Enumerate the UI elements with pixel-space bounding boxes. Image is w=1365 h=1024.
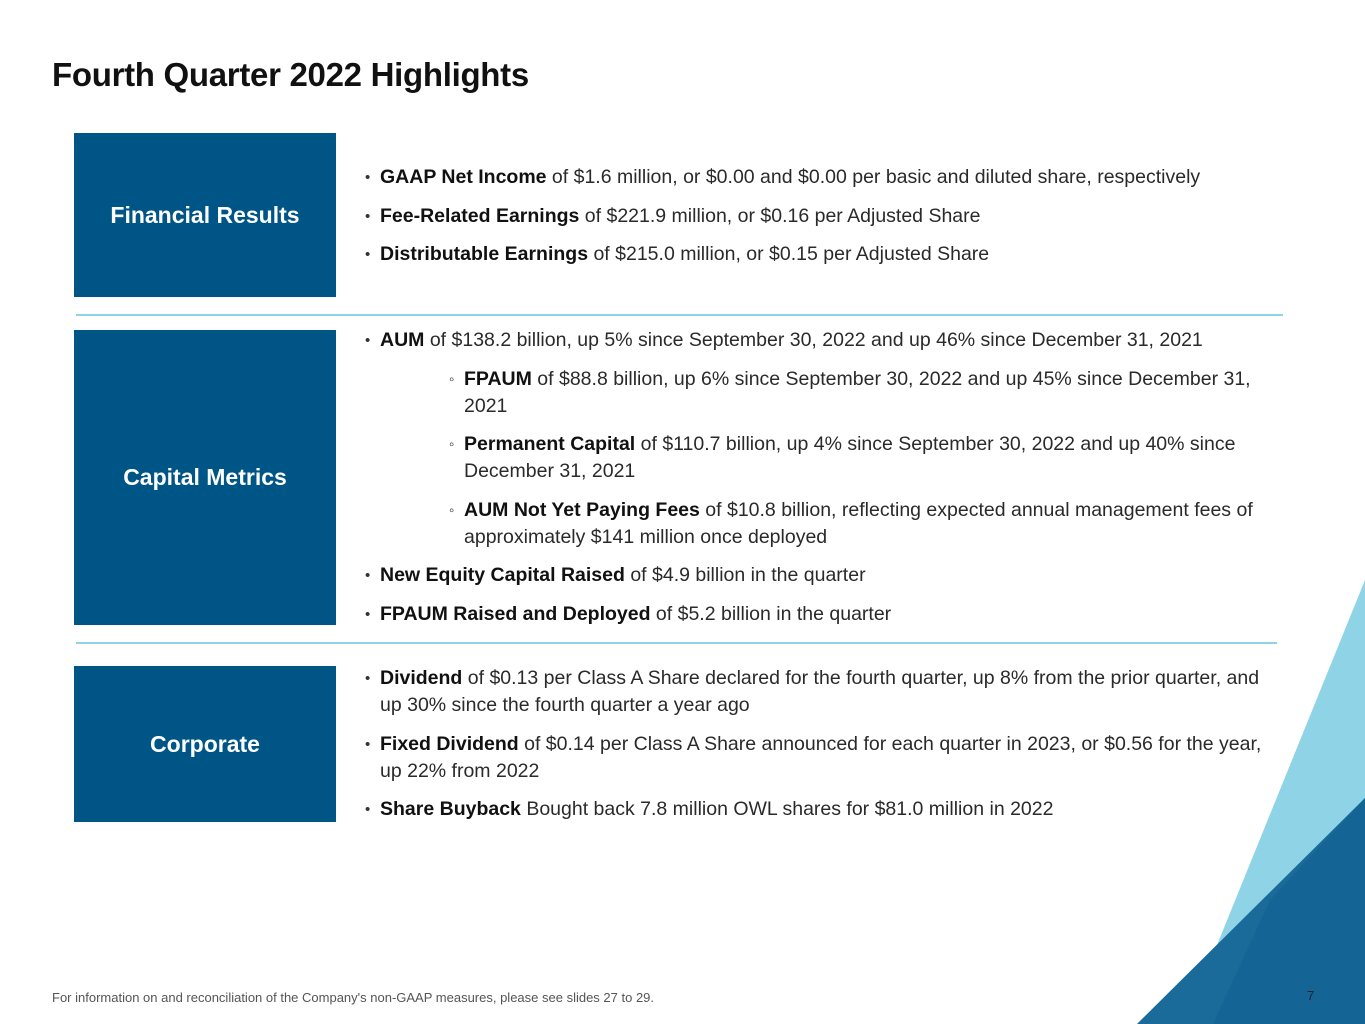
bullet-aum: AUM of $138.2 billion, up 5% since Septe… <box>365 327 1275 354</box>
section-label-text: Capital Metrics <box>123 464 287 490</box>
sub-bullet-aum-not-yet-paying-fees: AUM Not Yet Paying Fees of $10.8 billion… <box>449 497 1275 551</box>
bullet-text: of $1.6 million, or $0.00 and $0.00 per … <box>546 166 1201 188</box>
section-divider <box>76 642 1277 644</box>
bullet-fpaum-raised-deployed: FPAUM Raised and Deployed of $5.2 billio… <box>365 601 1275 628</box>
bullet-term: Dividend <box>380 667 463 689</box>
bullet-term: AUM Not Yet Paying Fees <box>464 498 700 521</box>
section-label-text: Financial Results <box>110 201 300 228</box>
bullet-new-equity-capital-raised: New Equity Capital Raised of $4.9 billio… <box>365 562 1275 589</box>
section-divider <box>76 314 1283 316</box>
section-label-text: Corporate <box>150 730 260 757</box>
bullet-distributable-earnings: Distributable Earnings of $215.0 million… <box>365 241 1275 268</box>
bullet-text: of $138.2 billion, up 5% since September… <box>424 329 1203 351</box>
sub-bullet-permanent-capital: Permanent Capital of $110.7 billion, up … <box>449 431 1275 485</box>
bullet-text: of $110.7 billion, up 4% since September… <box>464 433 1236 482</box>
bullet-text: of $5.2 billion in the quarter <box>650 602 892 625</box>
sub-bullet-fpaum: FPAUM of $88.8 billion, up 6% since Sept… <box>449 366 1275 420</box>
bullet-gaap-net-income: GAAP Net Income of $1.6 million, or $0.0… <box>365 164 1275 191</box>
bullet-text: Bought back 7.8 million OWL shares for $… <box>520 798 1054 820</box>
bullet-term: FPAUM <box>464 367 532 390</box>
bullet-term: Share Buyback <box>380 798 521 820</box>
capital-metrics-list: AUM of $138.2 billion, up 5% since Septe… <box>365 327 1275 639</box>
financial-results-list: GAAP Net Income of $1.6 million, or $0.0… <box>365 164 1275 280</box>
bullet-text: of $0.13 per Class A Share declared for … <box>380 667 1260 716</box>
bullet-term: FPAUM Raised and Deployed <box>380 602 651 625</box>
bullet-term: Fee-Related Earnings <box>380 204 580 227</box>
bullet-text: of $88.8 billion, up 6% since September … <box>464 367 1251 417</box>
footnote: For information on and reconciliation of… <box>52 990 655 1005</box>
bullet-term: New Equity Capital Raised <box>380 564 625 586</box>
bullet-term: Permanent Capital <box>464 433 636 455</box>
bullet-fee-related-earnings: Fee-Related Earnings of $221.9 million, … <box>365 203 1275 230</box>
section-label-corporate: Corporate <box>74 666 336 822</box>
section-label-financial-results: Financial Results <box>74 133 336 297</box>
bullet-term: Distributable Earnings <box>380 243 589 265</box>
bullet-text: of $4.9 billion in the quarter <box>624 564 866 586</box>
bullet-term: GAAP Net Income <box>380 166 547 188</box>
bullet-text: of $221.9 million, or $0.16 per Adjusted… <box>579 204 981 227</box>
section-label-capital-metrics: Capital Metrics <box>74 330 336 625</box>
overlap-triangle-shape <box>1213 798 1365 1024</box>
corporate-list: Dividend of $0.13 per Class A Share decl… <box>365 665 1275 835</box>
page-number: 7 <box>1307 988 1315 1003</box>
bullet-share-buyback: Share Buyback Bought back 7.8 million OW… <box>365 796 1275 823</box>
bullet-term: AUM <box>380 329 425 351</box>
page-title: Fourth Quarter 2022 Highlights <box>52 56 529 93</box>
bullet-dividend: Dividend of $0.13 per Class A Share decl… <box>365 665 1275 719</box>
bullet-text: of $215.0 million, or $0.15 per Adjusted… <box>588 243 990 265</box>
bullet-fixed-dividend: Fixed Dividend of $0.14 per Class A Shar… <box>365 731 1275 785</box>
bullet-text: of $0.14 per Class A Share announced for… <box>380 732 1262 782</box>
bullet-text: of $10.8 billion, reflecting expected an… <box>464 498 1253 548</box>
bullet-term: Fixed Dividend <box>380 732 519 755</box>
